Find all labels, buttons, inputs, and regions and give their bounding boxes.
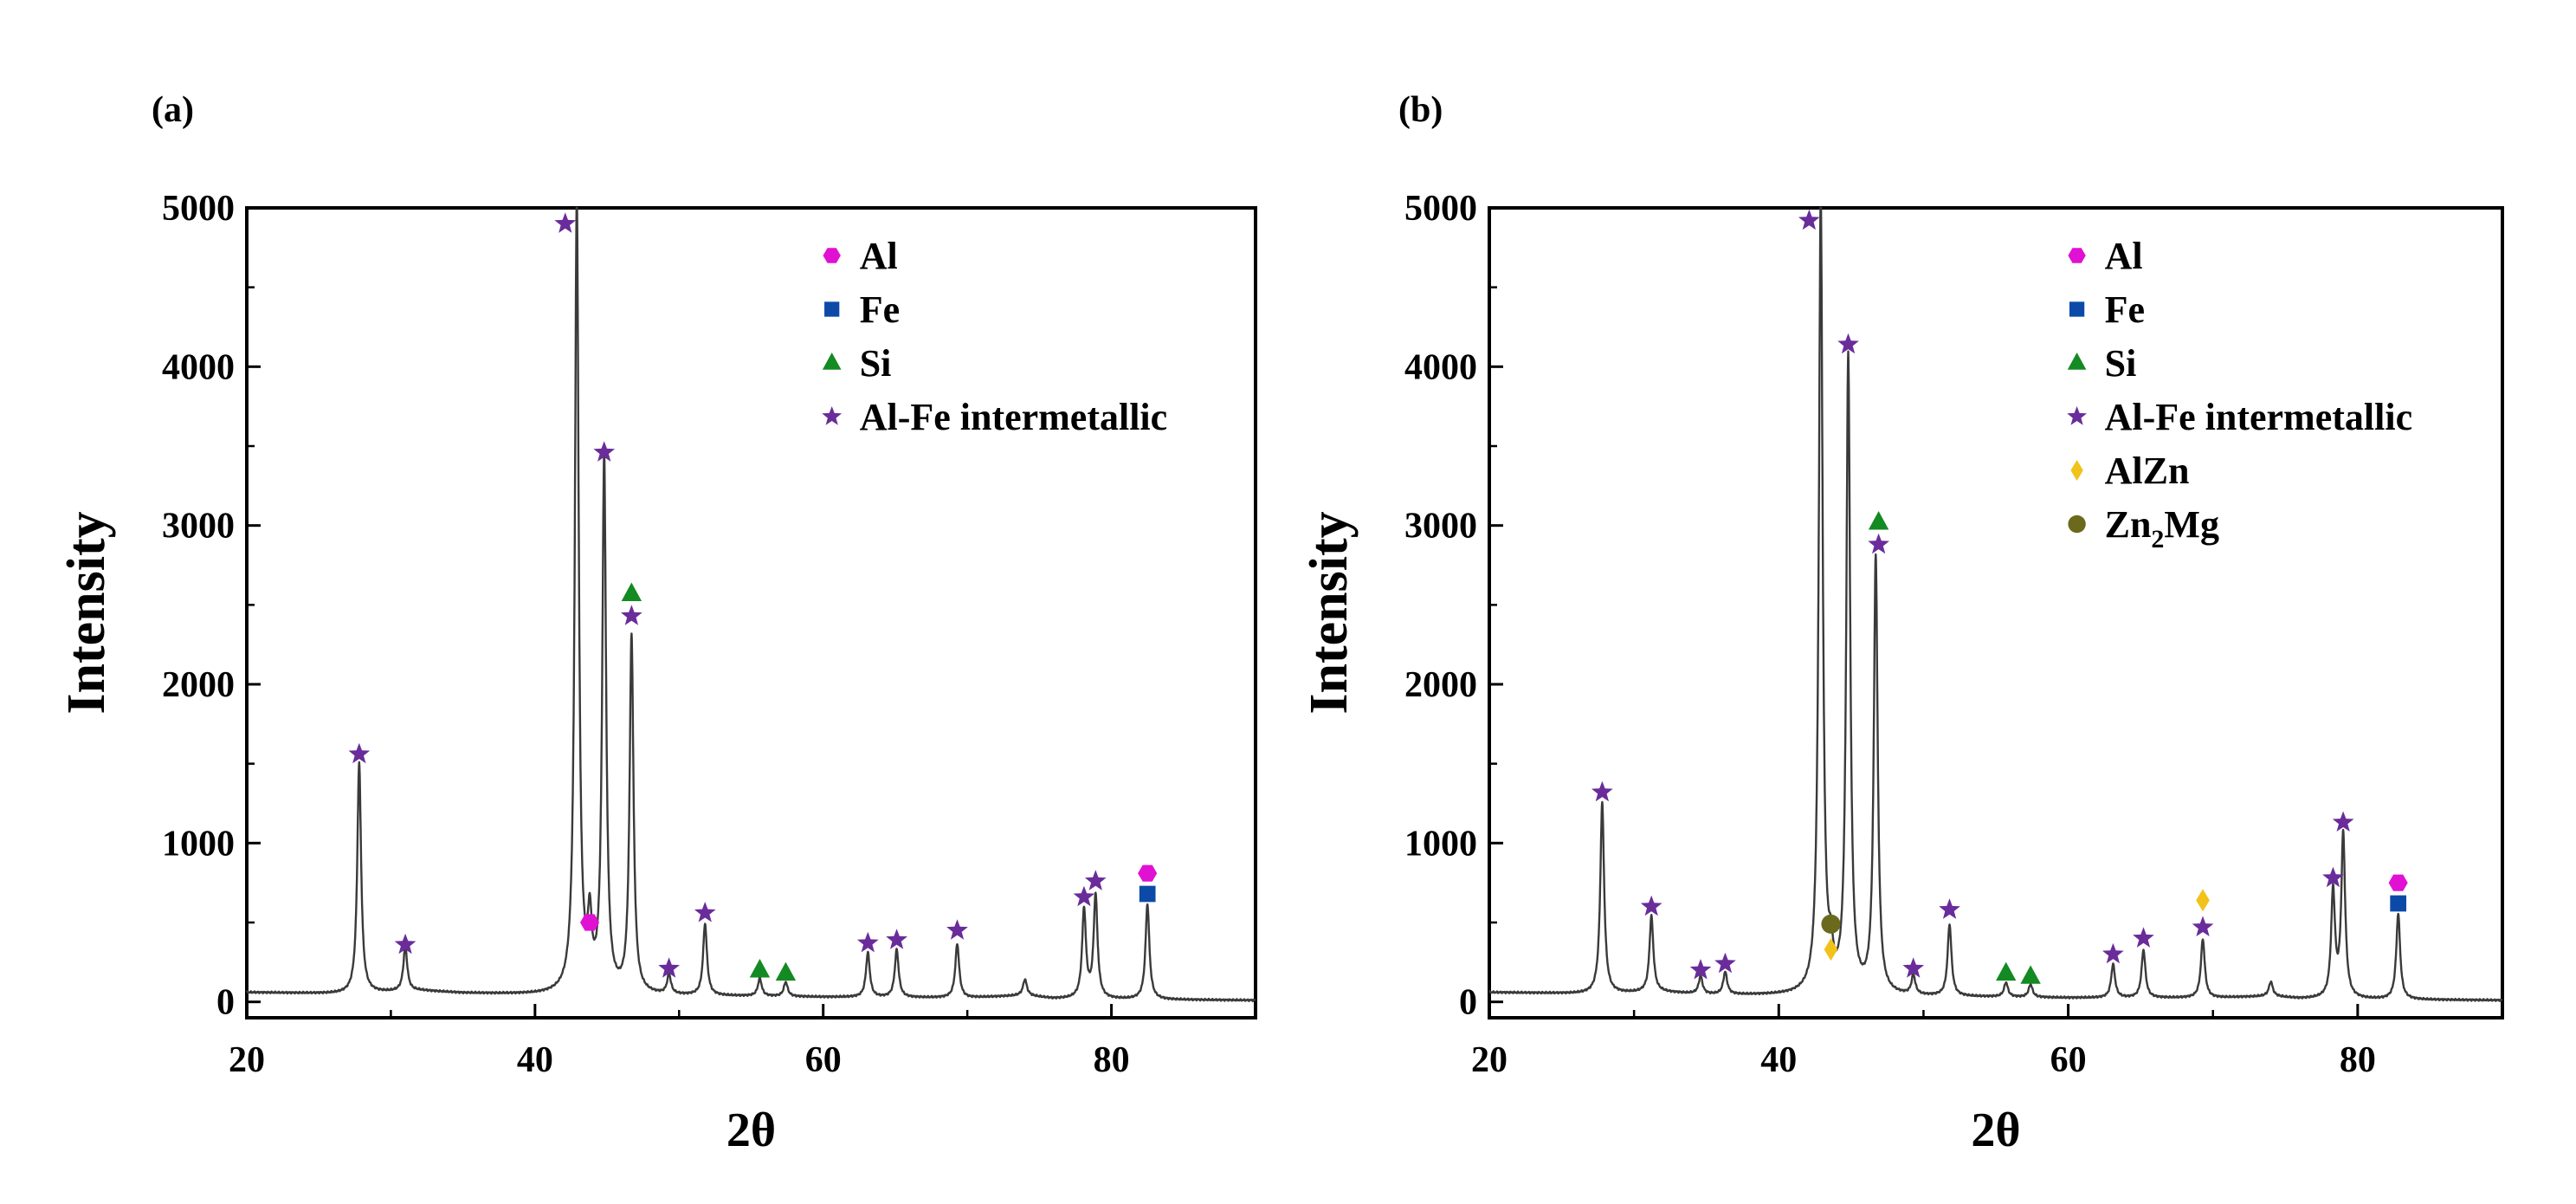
y-tick-label: 5000 <box>1404 189 1477 229</box>
peak-point <box>589 931 591 933</box>
phase-marker-hexagon <box>580 914 600 931</box>
phase-marker-star <box>1689 959 1712 980</box>
y-tick-label: 1000 <box>162 824 235 864</box>
x-tick-label: 20 <box>1471 1040 1508 1080</box>
y-tick-label: 3000 <box>1404 507 1477 547</box>
legend-label: AlZn <box>2105 450 2190 492</box>
chart-panel-b: (b) 20 40 60 80 0 1000 2000 3000 4000 5000 2θ Intens… <box>1300 90 2504 1157</box>
x-tick-label: 80 <box>1094 1040 1130 1080</box>
y-axis-title: Intensity <box>57 511 116 714</box>
phase-marker-star <box>1868 533 1889 554</box>
panel-label: (a) <box>152 90 194 130</box>
x-tick-label: 60 <box>2050 1040 2087 1080</box>
phase-marker-diamond <box>2196 889 2210 912</box>
x-tick-label: 80 <box>2340 1040 2376 1080</box>
legend-label: Al-Fe intermetallic <box>860 396 1168 438</box>
phase-marker-star <box>1902 957 1925 978</box>
y-tick-label: 2000 <box>162 665 235 705</box>
phase-marker-star <box>1798 209 1820 230</box>
legend-label: Al <box>860 235 898 277</box>
phase-marker-star <box>1084 870 1107 890</box>
phase-marker-triangle <box>2020 965 2041 984</box>
legend-symbol-diamond <box>2070 460 2083 481</box>
x-axis-title: 2θ <box>726 1104 776 1157</box>
chart-panel-a: (a) 20 40 60 80 0 1000 2000 3000 4000 5000 2θ Intens… <box>57 90 1257 1157</box>
x-tick-label: 20 <box>229 1040 265 1080</box>
legend-symbol-triangle <box>822 353 842 370</box>
phase-marker-star <box>348 742 371 764</box>
phase-marker-star <box>1939 898 1960 919</box>
phase-marker-star <box>593 441 616 462</box>
x-axis-title: 2θ <box>1971 1104 2020 1157</box>
y-tick-label: 3000 <box>162 507 235 547</box>
legend-label-subscript: 2 <box>2151 525 2164 553</box>
phase-marker-square <box>1139 885 1156 903</box>
legend-label-part: Zn <box>2105 503 2152 546</box>
x-tick-label: 40 <box>517 1040 553 1080</box>
legend-label: Al-Fe intermetallic <box>2105 396 2413 438</box>
legend-label: Si <box>860 342 892 385</box>
legend-symbol-square <box>824 301 840 317</box>
y-tick-label: 5000 <box>162 189 235 229</box>
phase-marker-star <box>621 605 642 625</box>
phase-marker-star <box>946 919 968 940</box>
phase-marker-star <box>886 929 907 949</box>
phase-marker-diamond <box>1824 938 1838 961</box>
legend-label: Al <box>2105 235 2143 277</box>
phase-marker-star <box>394 933 416 955</box>
y-tick-label: 1000 <box>1404 824 1477 864</box>
legend-symbol-square <box>2069 301 2085 317</box>
y-tick-label: 0 <box>216 983 235 1023</box>
phase-marker-triangle <box>621 582 642 601</box>
legend-label: Fe <box>2105 288 2145 331</box>
panel-label: (b) <box>1398 90 1443 130</box>
phase-marker-star <box>1591 780 1613 802</box>
phase-marker-star <box>1837 333 1859 354</box>
phase-marker-star <box>2102 942 2124 964</box>
phase-marker-triangle <box>1868 511 1889 530</box>
phase-marker-star <box>554 212 577 233</box>
legend-symbol-circle <box>2068 515 2086 534</box>
phase-marker-star <box>1714 952 1736 974</box>
phase-marker-square <box>2390 895 2407 912</box>
xrd-trace <box>245 206 1256 1003</box>
legend-symbol-star <box>822 406 843 425</box>
y-tick-label: 0 <box>1459 983 1477 1023</box>
legend-symbol-hexagon <box>823 248 841 263</box>
phase-marker-star <box>2322 866 2344 888</box>
peak-point <box>1830 967 1831 968</box>
y-tick-label: 4000 <box>162 347 235 387</box>
y-axis-title: Intensity <box>1300 511 1359 714</box>
legend-label: Zn2Mg <box>2105 503 2219 553</box>
phase-marker-hexagon <box>2388 874 2408 891</box>
plot-frame <box>245 206 1257 1020</box>
phase-marker-circle <box>1821 914 1841 934</box>
legend-label-part: Mg <box>2164 503 2219 546</box>
phase-marker-star <box>658 957 680 978</box>
x-tick-label: 60 <box>805 1040 842 1080</box>
phase-marker-star <box>856 931 879 953</box>
legend-label: Si <box>2105 342 2137 385</box>
plot-frame <box>1488 206 2504 1020</box>
phase-marker-star <box>2192 916 2214 936</box>
xrd-trace <box>1488 206 2503 1002</box>
phase-marker-star <box>2133 927 2154 948</box>
phase-marker-star <box>694 902 716 922</box>
legend-symbol-hexagon <box>2068 248 2086 263</box>
phase-marker-star <box>1640 895 1662 916</box>
phase-marker-triangle <box>749 959 771 978</box>
phase-marker-triangle <box>775 961 797 981</box>
phase-marker-star <box>2332 811 2354 832</box>
legend-symbol-star <box>2067 406 2087 425</box>
phase-marker-triangle <box>1996 961 2017 981</box>
legend-symbol-triangle <box>2067 353 2087 370</box>
phase-marker-hexagon <box>1138 864 1158 882</box>
y-tick-label: 4000 <box>1404 347 1477 387</box>
legend-label: Fe <box>860 288 900 331</box>
x-tick-label: 40 <box>1760 1040 1797 1080</box>
y-tick-label: 2000 <box>1404 665 1477 705</box>
phase-marker-star <box>1073 885 1095 907</box>
